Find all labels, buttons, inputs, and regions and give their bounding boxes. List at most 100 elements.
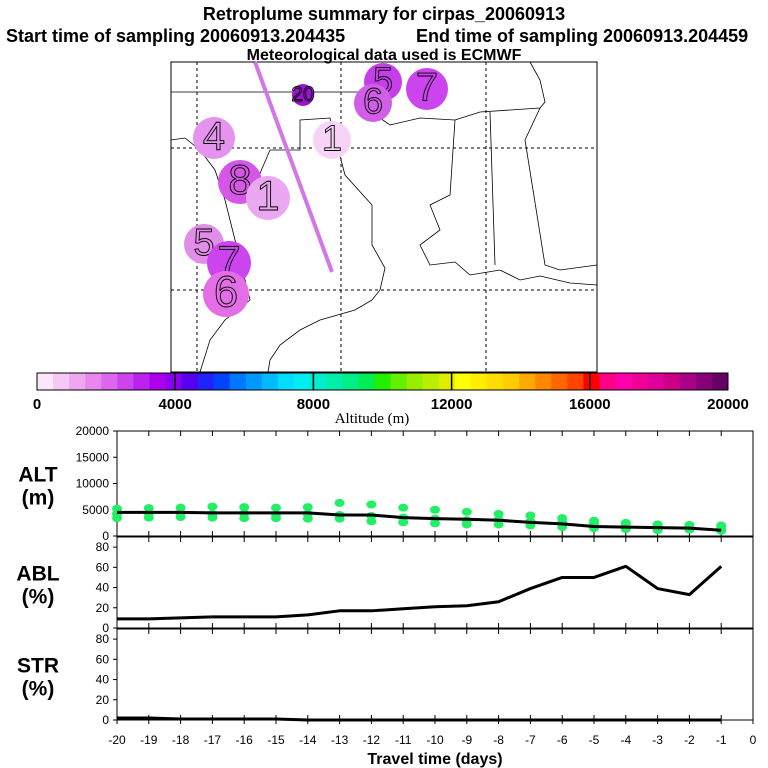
altitude-colorbar: 0 4000 8000 12000 16000 20000 Altitude (m) (33, 372, 749, 427)
x-tick-label: -18 (172, 733, 190, 747)
altitude-point (366, 500, 377, 509)
x-tick-label: -1 (716, 733, 727, 747)
x-tick-label: -13 (331, 733, 349, 747)
colorbar-cell (551, 373, 568, 390)
coastline (267, 299, 373, 373)
x-tick-label: -19 (140, 733, 158, 747)
met-data-label: Meteorological data used is ECMWF (246, 47, 522, 64)
panel-label: STR (17, 655, 59, 678)
map-marker-label: 6 (363, 80, 383, 121)
map-marker-label: 4 (203, 115, 225, 159)
y-tick-label: 80 (96, 632, 110, 646)
altitude-point (207, 502, 218, 511)
panel-label-unit: (%) (22, 586, 55, 609)
series-line (117, 716, 722, 722)
colorbar-tick-label: 16000 (569, 396, 611, 413)
x-tick-label: -5 (589, 733, 600, 747)
x-tick-label: 0 (750, 733, 757, 747)
map-marker-label: 20 (291, 83, 314, 106)
panel-frame (116, 628, 754, 721)
colorbar-cell (519, 373, 536, 390)
colorbar-cell (583, 373, 600, 390)
panel-label-unit: (%) (22, 678, 55, 701)
colorbar-cell (599, 373, 617, 390)
colorbar-cell (197, 373, 215, 390)
start-time-label: Start time of sampling 20060913.204435 (6, 26, 346, 46)
colorbar-cell (663, 373, 681, 390)
x-tick-label: -7 (525, 733, 536, 747)
y-tick-label: 20000 (76, 424, 110, 438)
map-marker-label: 6 (214, 268, 238, 317)
x-tick-label: -14 (299, 733, 317, 747)
map-marker (354, 84, 392, 122)
x-tick-label: -11 (395, 733, 412, 747)
colorbar-tick-label: 8000 (297, 396, 330, 413)
colorbar-cell (486, 373, 504, 390)
x-axis-label: Travel time (days) (367, 751, 502, 768)
colorbar-cell (229, 373, 247, 390)
colorbar-cell (535, 373, 552, 390)
map-marker (246, 176, 290, 220)
map-border (170, 61, 598, 373)
state-boundary (270, 117, 386, 301)
y-tick-label: 40 (96, 581, 110, 595)
map-marker-label: 7 (416, 66, 438, 110)
coastline (499, 269, 598, 286)
altitude-point (334, 498, 345, 507)
colorbar-cell (567, 373, 584, 390)
y-tick-label: 80 (96, 540, 110, 554)
colorbar-cell (326, 373, 343, 390)
x-tick-label: -9 (461, 733, 472, 747)
colorbar-cell (181, 373, 199, 390)
x-tick-label: -4 (620, 733, 631, 747)
colorbar-cell (149, 373, 167, 390)
colorbar-cell (679, 373, 697, 390)
colorbar-cell (85, 373, 102, 390)
timeseries-panels: 20000150001000050000ALT(m)806040200ABL(%… (16, 424, 757, 768)
panel-label: ALT (18, 464, 57, 487)
colorbar-cell (438, 373, 456, 390)
plume-markers: 20 56 748 115 76 (184, 59, 448, 317)
altitude-point (398, 503, 409, 512)
colorbar-border (36, 372, 729, 391)
x-axis: -20 -19 -18 -17 -16 -15 -14 -13 -12 -11 -10 -9 -8 -7-… (108, 720, 757, 768)
colorbar-cell (422, 373, 440, 390)
colorbar-cells (37, 373, 729, 390)
map-marker-label: 1 (256, 172, 279, 219)
altitude-point (302, 503, 313, 512)
colorbar-cell (165, 373, 183, 390)
colorbar-cell (374, 373, 392, 390)
colorbar-ticks: 0 4000 8000 12000 16000 20000 (33, 373, 749, 413)
y-tick-label: 10000 (76, 477, 110, 491)
state-boundary (524, 107, 598, 271)
plume-track (253, 61, 334, 273)
y-tick-label: 0 (102, 621, 109, 635)
colorbar-cell (406, 373, 424, 390)
colorbar-tick-label: 12000 (431, 396, 473, 413)
colorbar-label: Altitude (m) (335, 411, 410, 427)
colorbar-cell (117, 373, 134, 390)
x-tick-label: -8 (493, 733, 504, 747)
panel-label: ABL (16, 563, 59, 586)
panel-alt: 20000 15000 10000 5000 0 ALT(m) (18, 424, 754, 543)
panel-label-unit: (m) (22, 487, 55, 510)
panel-frame (116, 536, 754, 629)
altitude-point (239, 503, 250, 512)
panel-abl: 80 60 40 20 0 ABL(%) (16, 536, 754, 635)
colorbar-cell (245, 373, 263, 390)
x-tick-label: -16 (236, 733, 254, 747)
x-tick-label: -2 (684, 733, 695, 747)
y-tick-label: 0 (102, 713, 109, 727)
state-boundary (489, 111, 496, 266)
colorbar-cell (631, 373, 649, 390)
map-marker (193, 117, 235, 159)
colorbar-cell (503, 373, 520, 390)
altitude-point (493, 509, 504, 518)
y-tick-label: 15000 (76, 450, 110, 464)
colorbar-cell (711, 373, 729, 390)
x-tick-label: -6 (557, 733, 568, 747)
colorbar-cell (342, 373, 359, 390)
colorbar-cell (69, 373, 86, 390)
colorbar-cell (390, 373, 408, 390)
colorbar-tick-label: 0 (33, 396, 41, 413)
